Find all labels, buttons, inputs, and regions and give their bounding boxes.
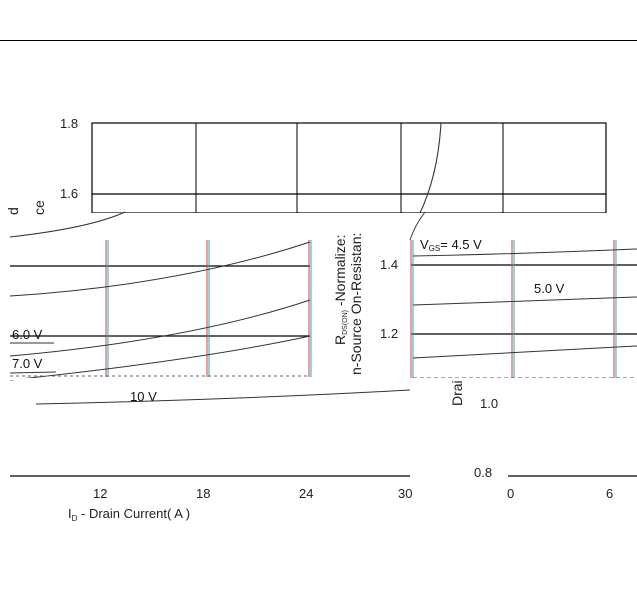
curve-10v — [35, 389, 411, 405]
y-axis-label-r-rest: -Normalize: — [332, 235, 348, 310]
tile-gap — [0, 213, 637, 239]
upper-frame-border — [91, 122, 607, 214]
x-tick-12: 12 — [93, 486, 107, 501]
x-axis-label: ID - Drain Current( A ) — [68, 506, 190, 523]
x-tick-30: 30 — [398, 486, 412, 501]
label-vgs-rest: = 4.5 V — [440, 237, 482, 252]
label-10v: 10 V — [130, 389, 157, 404]
y-axis-label-r-sub: DS(ON) — [342, 310, 349, 335]
right-chart-tile — [410, 240, 637, 379]
curve-5v-right — [412, 296, 637, 306]
y-tick-1-6: 1.6 — [60, 186, 78, 201]
label-6v: 6.0 V — [12, 327, 43, 342]
x-axis-label-main: I — [68, 506, 72, 521]
drain-label-fragment: Drai — [449, 380, 465, 406]
y-tick-1-4: 1.4 — [380, 257, 398, 272]
x-tick-0: 0 — [507, 486, 514, 501]
tile-gap-bottom — [0, 378, 637, 380]
label-vgs-prefix: V — [420, 237, 429, 252]
x-tick-6: 6 — [606, 486, 613, 501]
y-tick-1-0: 1.0 — [480, 396, 498, 411]
label-5v: 5.0 V — [534, 281, 565, 296]
label-vgs-sub: GS — [429, 244, 441, 253]
curve-4-5v-left — [9, 241, 311, 297]
y-axis-label-left-fragment-2: d — [5, 207, 21, 215]
steep-curve — [419, 122, 442, 214]
top-right-curve-fragment — [409, 211, 426, 241]
x-axis-label-rest: - Drain Current( A ) — [77, 506, 190, 521]
top-rule — [0, 40, 637, 41]
x-axis-label-sub: D — [72, 514, 78, 523]
y-tick-1-8: 1.8 — [60, 116, 78, 131]
label-vgs-4-5v: VGS= 4.5 V — [420, 237, 482, 253]
y-axis-label-line2: n-Source On-Resistan: — [348, 233, 364, 375]
curve-5v-left — [9, 299, 311, 357]
y-axis-label-r: R — [332, 335, 348, 345]
top-left-curve-fragment — [9, 211, 126, 238]
label-7v: 7.0 V — [12, 356, 43, 371]
x-tick-24: 24 — [299, 486, 313, 501]
upper-chart-frame — [91, 122, 607, 214]
left-chart-tile — [9, 240, 312, 381]
y-axis-label-line1: RDS(ON) -Normalize: — [332, 235, 349, 345]
x-tick-18: 18 — [196, 486, 210, 501]
curve-6v-left — [9, 335, 311, 381]
y-axis-label-left-fragment: ce — [31, 200, 47, 215]
curve-7v-label-line — [9, 371, 57, 374]
y-tick-0-8: 0.8 — [474, 465, 492, 480]
y-tick-1-2: 1.2 — [380, 326, 398, 341]
curve-6v-right — [412, 345, 637, 359]
curve-4-5v-right — [412, 248, 637, 257]
